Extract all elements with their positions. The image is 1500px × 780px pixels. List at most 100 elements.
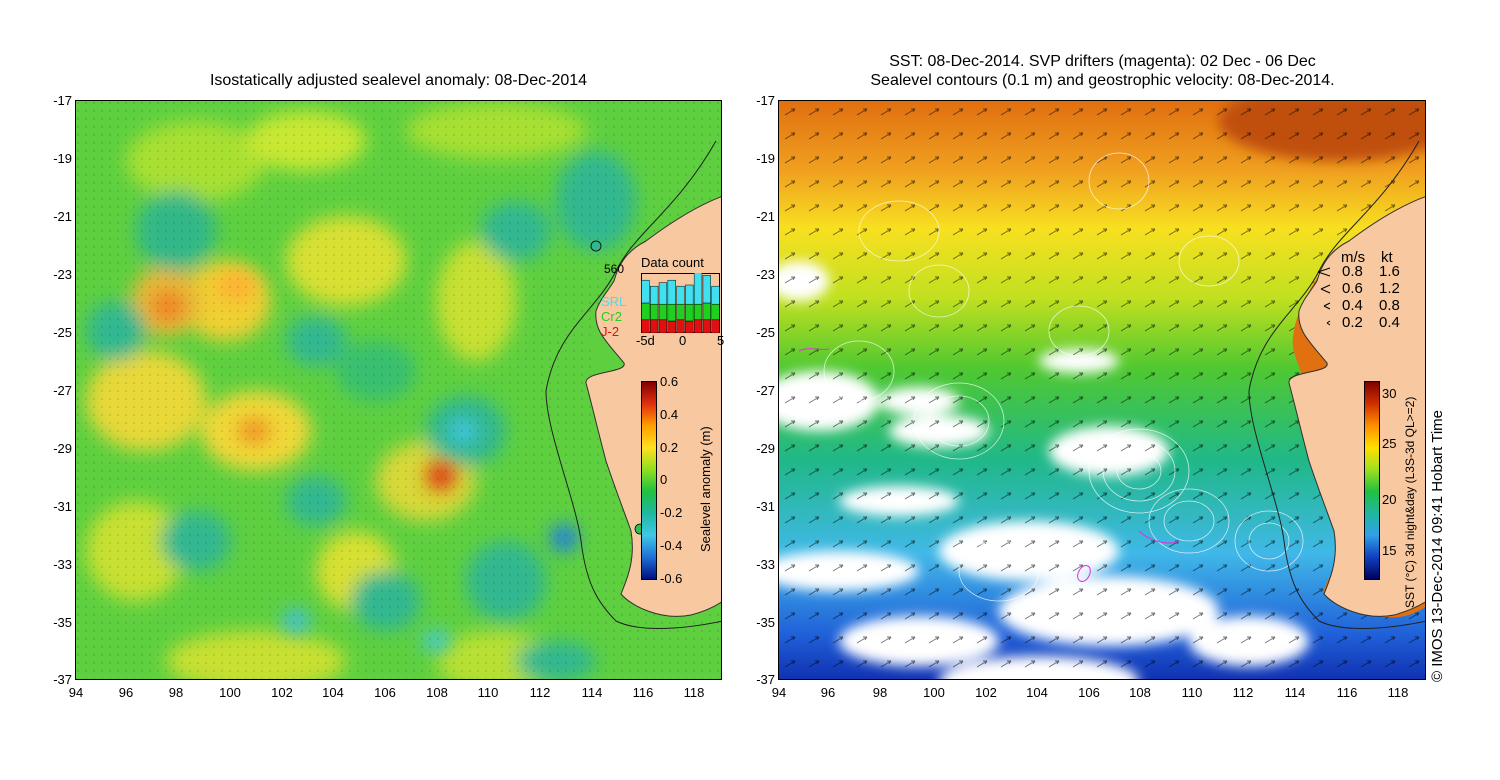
lat-tick: -19 — [756, 151, 775, 166]
lat-tick: -31 — [756, 499, 775, 514]
colorbar-tick: 0 — [660, 472, 668, 487]
inset-bar-srl — [702, 275, 711, 304]
velocity-key-ms-value: 0.4 — [1342, 297, 1363, 314]
lon-tick: 102 — [271, 685, 293, 700]
inset-bar-cr2 — [693, 303, 703, 321]
sealevel-anomaly-field — [76, 101, 721, 679]
velocity-key-header-kt: kt — [1381, 249, 1393, 266]
inset-bar-cr2 — [711, 303, 720, 321]
inset-bar-srl — [693, 273, 703, 305]
inset-bar-cr2 — [658, 303, 668, 321]
inset-bar-cr2 — [676, 303, 685, 321]
legend-j2: J-2 — [601, 324, 620, 339]
lat-tick: -25 — [53, 325, 72, 340]
inset-bar-j2 — [658, 319, 668, 333]
lon-tick: 106 — [374, 685, 396, 700]
inset-x-tick: 0 — [679, 333, 687, 348]
inset-bar-srl — [658, 282, 668, 305]
lat-tick: -29 — [53, 441, 72, 456]
lon-tick: 104 — [322, 685, 344, 700]
velocity-key-kt-value: 0.4 — [1379, 314, 1400, 331]
velocity-key-arrows — [1317, 267, 1331, 326]
lon-tick: 104 — [1026, 685, 1048, 700]
colorbar-tick: 0.2 — [660, 440, 679, 455]
lat-tick: -17 — [53, 93, 72, 108]
left-map-title: Isostatically adjusted sealevel anomaly:… — [209, 72, 588, 89]
lat-tick: -17 — [756, 93, 775, 108]
inset-bar-srl — [650, 285, 659, 305]
inset-bar-srl — [641, 279, 650, 304]
lat-tick: -23 — [756, 267, 775, 282]
lon-tick: 94 — [771, 685, 787, 700]
colorbar-tick: -0.6 — [660, 571, 683, 586]
lon-tick: 100 — [923, 685, 945, 700]
lat-tick: -27 — [53, 383, 72, 398]
lon-tick: 106 — [1078, 685, 1100, 700]
inset-bar-cr2 — [685, 303, 694, 322]
inset-bar-j2 — [711, 319, 720, 333]
sealevel-colorbar-label: Sealevel anomaly (m) — [698, 426, 713, 552]
sealevel-anomaly-map — [75, 100, 722, 680]
data-count-title: Data count — [641, 255, 704, 270]
right-map-title-line2: Sealevel contours (0.1 m) and geostrophi… — [870, 72, 1335, 89]
inset-bar-j2 — [667, 320, 676, 333]
lon-tick: 98 — [168, 685, 184, 700]
inset-bar-srl — [711, 285, 720, 305]
lon-tick: 100 — [219, 685, 241, 700]
lat-tick: -19 — [53, 151, 72, 166]
lon-tick: 98 — [872, 685, 888, 700]
lat-tick: -31 — [53, 499, 72, 514]
lat-tick: -27 — [756, 383, 775, 398]
lat-tick: -29 — [756, 441, 775, 456]
sst-colorbar-label: SST (°C) 3d night&day (L3S-3d QL>=2) — [1403, 396, 1417, 608]
colorbar-tick: 30 — [1382, 386, 1397, 401]
lat-tick: -37 — [756, 672, 775, 687]
sst-colorbar-gradient — [1364, 381, 1380, 580]
lat-tick: -23 — [53, 267, 72, 282]
inset-bar-cr2 — [702, 302, 711, 321]
lon-tick: 108 — [1129, 685, 1151, 700]
lat-tick: -21 — [756, 209, 775, 224]
lat-tick: -35 — [53, 615, 72, 630]
colorbar-tick: 0.4 — [660, 407, 679, 422]
inset-bar-j2 — [641, 319, 650, 333]
data-count-bars — [641, 273, 720, 333]
lat-tick: -33 — [53, 557, 72, 572]
lon-tick: 96 — [118, 685, 134, 700]
lon-tick: 108 — [426, 685, 448, 700]
colorbar-tick: 25 — [1382, 436, 1397, 451]
velocity-key-ms-value: 0.2 — [1342, 314, 1363, 331]
lon-tick: 114 — [581, 685, 603, 700]
lon-tick: 118 — [683, 685, 705, 700]
lat-tick: -35 — [756, 615, 775, 630]
colorbar-tick: 15 — [1382, 543, 1397, 558]
lon-tick: 102 — [975, 685, 997, 700]
lon-tick: 114 — [1284, 685, 1306, 700]
lat-tick: -37 — [53, 672, 72, 687]
velocity-key-kt-value: 1.6 — [1379, 263, 1400, 280]
inset-bar-cr2 — [650, 303, 659, 321]
lon-tick: 110 — [1181, 685, 1203, 700]
right-map-title-line1: SST: 08-Dec-2014. SVP drifters (magenta)… — [889, 53, 1316, 70]
velocity-key-ms-value: 0.6 — [1342, 280, 1363, 297]
inset-bar-j2 — [685, 320, 694, 333]
colorbar-tick: -0.2 — [660, 505, 683, 520]
inset-x-tick: 5 — [717, 333, 725, 348]
lon-tick: 112 — [529, 685, 551, 700]
lat-tick: -25 — [756, 325, 775, 340]
lat-tick: -21 — [53, 209, 72, 224]
imos-credit: © IMOS 13-Dec-2014 09:41 Hobart Time — [1429, 409, 1446, 682]
legend-cr2: Cr2 — [601, 309, 622, 324]
lon-tick: 96 — [820, 685, 836, 700]
sst-map — [778, 100, 1426, 680]
inset-bar-cr2 — [667, 303, 676, 322]
lon-tick: 116 — [632, 685, 654, 700]
lon-tick: 94 — [68, 685, 84, 700]
velocity-key-kt-value: 1.2 — [1379, 280, 1400, 297]
lon-tick: 118 — [1387, 685, 1409, 700]
sst-field — [779, 101, 1425, 679]
velocity-key-ms-value: 0.8 — [1342, 263, 1363, 280]
inset-bar-srl — [667, 279, 676, 305]
inset-bar-srl — [685, 284, 694, 305]
lon-tick: 110 — [477, 685, 499, 700]
